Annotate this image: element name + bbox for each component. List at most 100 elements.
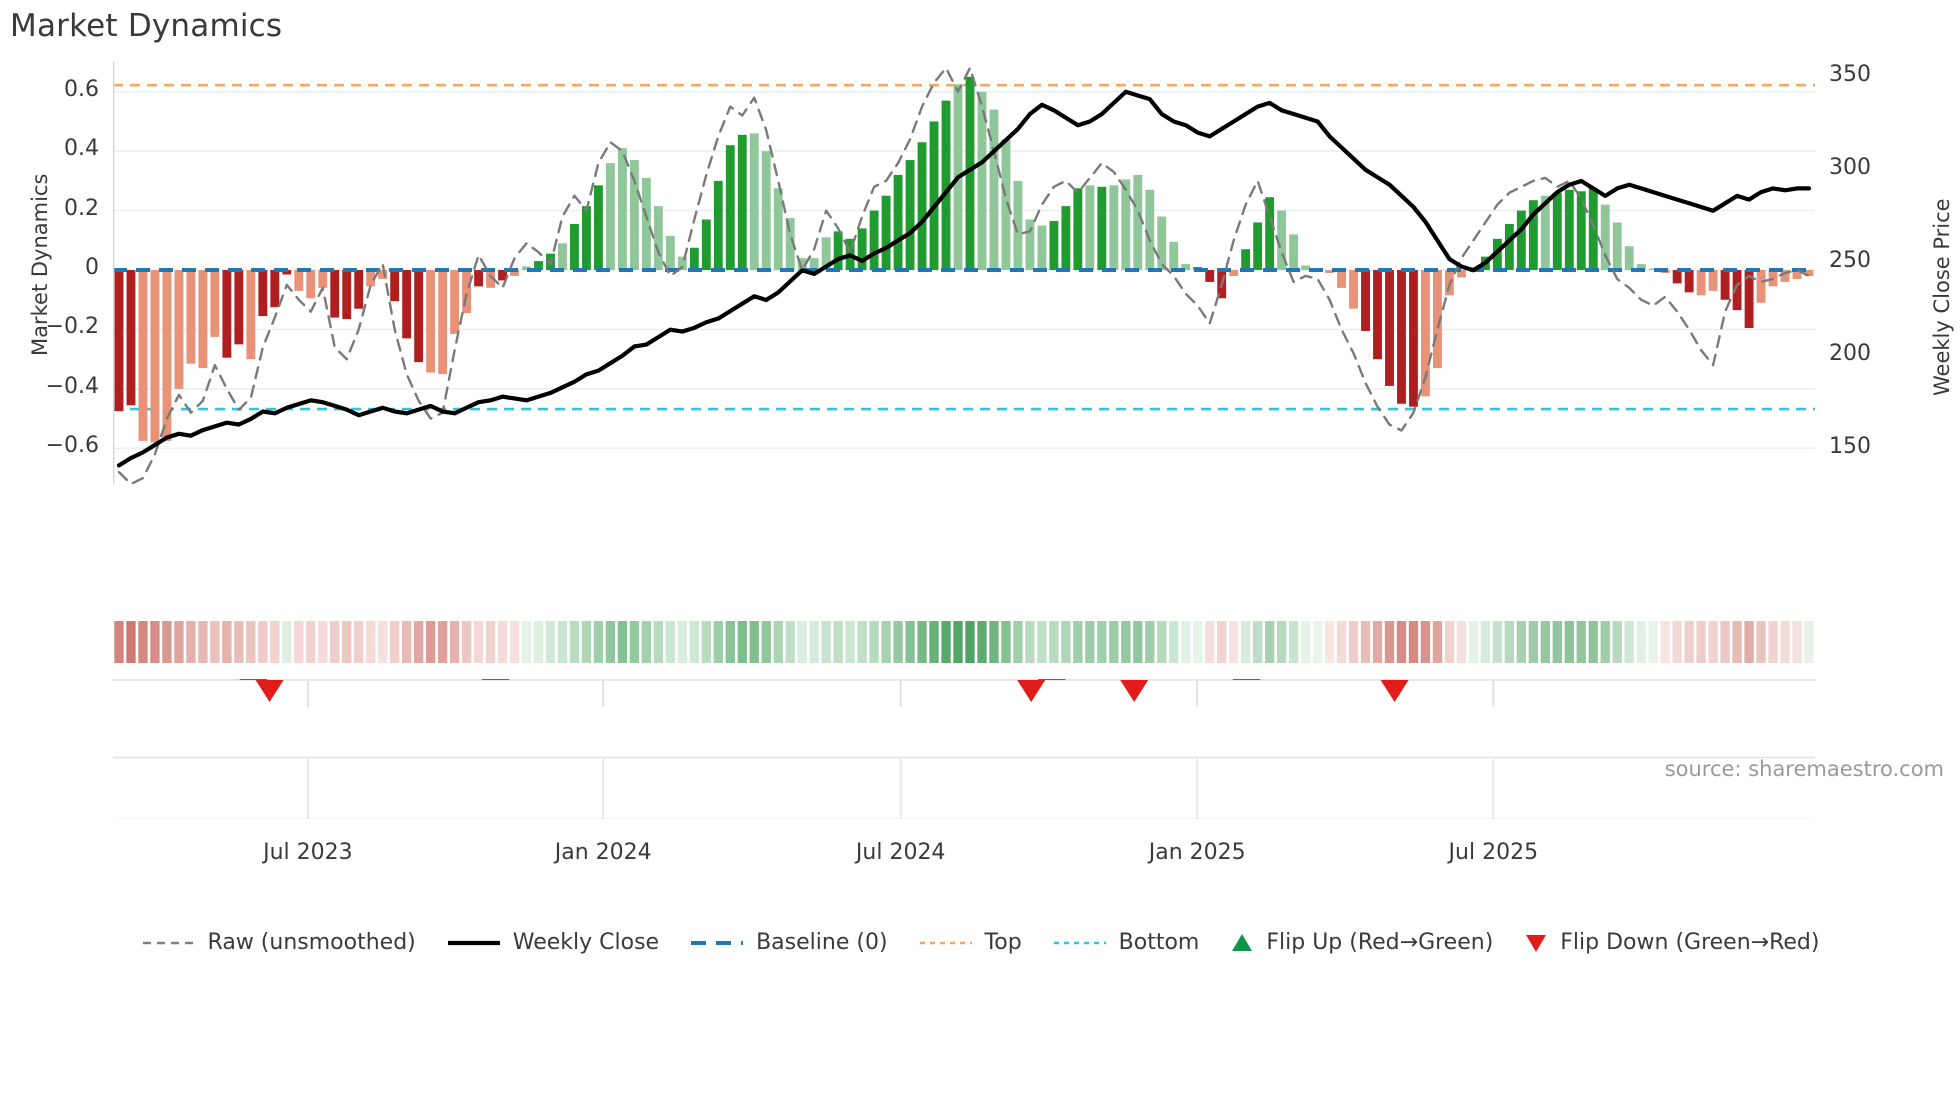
heat-strip-cell [1037, 621, 1047, 663]
heat-strip-cell [917, 621, 927, 663]
flip-up-marker[interactable] [1037, 658, 1066, 680]
heat-strip-cell [1384, 621, 1395, 663]
dynamics-bar [1540, 195, 1550, 271]
heat-strip-cell [1049, 621, 1059, 663]
dynamics-bar [522, 266, 531, 271]
y-tick-right: 200 [1829, 340, 1871, 366]
dynamics-bar [450, 270, 460, 334]
heat-strip-cell [989, 621, 999, 663]
dynamics-bar [246, 270, 256, 360]
flip-up-marker[interactable] [239, 658, 268, 680]
heat-strip-cell [1696, 621, 1706, 663]
dynamics-bar [1624, 246, 1634, 271]
dynamics-bar [1528, 200, 1538, 271]
heat-strip-cell [1756, 621, 1766, 663]
heat-strip-cell [1516, 621, 1527, 663]
heat-strip-cell [569, 621, 580, 663]
legend-item[interactable]: Flip Down (Green→Red) [1523, 930, 1819, 955]
heat-strip-cell [1684, 621, 1694, 663]
flip-down-marker[interactable] [1017, 680, 1046, 702]
heat-strip-cell [797, 621, 807, 663]
heat-strip-cell [1480, 621, 1491, 663]
dynamics-bar [282, 270, 292, 275]
heat-strip-cell [521, 621, 532, 663]
dynamics-bar [1265, 197, 1275, 271]
legend-item[interactable]: Weekly Close [446, 930, 659, 955]
dynamics-bar [114, 270, 124, 412]
heat-strip-cell [641, 621, 652, 663]
dynamics-bar [1588, 188, 1598, 271]
dynamics-bar [1696, 270, 1706, 296]
heat-strip-cell [1109, 621, 1119, 663]
dynamics-bar [821, 237, 831, 271]
dashed-line-icon [142, 941, 195, 944]
y-tick-right: 350 [1829, 61, 1871, 87]
heat-strip-cell [1528, 621, 1539, 663]
dynamics-bar [510, 270, 519, 276]
dynamics-bar [162, 270, 172, 441]
heat-strip-cell [222, 621, 232, 663]
dynamics-bar [773, 188, 783, 271]
weekly-close-line [116, 89, 1812, 468]
heat-strip-cell [1013, 621, 1023, 663]
heat-strip-cell [1408, 621, 1419, 663]
dynamics-bar [318, 270, 328, 288]
legend-item[interactable]: Raw (unsmoothed) [141, 930, 416, 955]
heat-strip-cell [306, 621, 316, 663]
heat-strip-cell [509, 621, 520, 663]
flip-down-marker[interactable] [1380, 680, 1409, 702]
heat-strip-cell [869, 621, 879, 663]
dynamics-bar [797, 258, 807, 271]
source-attribution: source: sharemaestro.com [1664, 757, 1944, 781]
heat-strip-cell [1157, 621, 1167, 663]
heat-strip-cell [1444, 621, 1455, 663]
flip-down-marker[interactable] [1120, 680, 1149, 702]
heat-strip-cell [1193, 621, 1203, 663]
dynamics-bar [258, 270, 268, 317]
heat-strip-cell [1360, 621, 1371, 663]
legend-item[interactable]: Flip Up (Red→Green) [1229, 930, 1493, 955]
dynamics-bar [1085, 185, 1095, 271]
dynamics-bar [833, 231, 843, 271]
heat-strip-cell [1588, 621, 1598, 663]
dynamics-bar [210, 270, 220, 337]
heat-strip-cell [1097, 621, 1107, 663]
heat-strip-cell [881, 621, 891, 663]
heat-strip-cell [1001, 621, 1011, 663]
dynamics-bar [605, 163, 615, 271]
heat-strip-cell [150, 621, 160, 663]
legend-item[interactable]: Top [918, 930, 1022, 955]
dynamics-bar [1121, 179, 1131, 271]
heat-strip-cell [1025, 621, 1035, 663]
dynamics-bar [653, 206, 663, 271]
dynamics-bar [1181, 264, 1191, 271]
heat-strip-cell [401, 621, 412, 663]
market-dynamics-chart [113, 62, 1815, 484]
heat-strip-cell [1217, 621, 1227, 663]
heat-strip-cell [1145, 621, 1155, 663]
heat-strip-cell [653, 621, 664, 663]
dynamics-bar [342, 270, 352, 320]
dynamics-bar [941, 100, 951, 271]
heat-strip-cell [809, 621, 819, 663]
dynamics-bar [186, 270, 196, 364]
dynamics-bar [426, 270, 436, 373]
y-tick-left: −0.4 [45, 373, 99, 399]
dynamics-bar [354, 270, 364, 309]
dynamics-bar [665, 235, 675, 271]
heat-strip-cell [845, 621, 855, 663]
heat-strip-cell [1660, 621, 1670, 663]
flip-up-marker[interactable] [481, 658, 510, 680]
dynamics-bar [1097, 186, 1107, 271]
dynamics-bar [294, 270, 304, 291]
heat-strip-cell [1372, 621, 1383, 663]
flip-down-marker[interactable] [255, 680, 284, 702]
flip-up-marker[interactable] [1232, 658, 1261, 680]
legend-item[interactable]: Bottom [1052, 930, 1199, 955]
dynamics-bar [1133, 174, 1143, 271]
dynamics-bar [713, 180, 723, 271]
legend-item[interactable]: Baseline (0) [689, 930, 888, 955]
heat-strip-cell [665, 621, 676, 663]
y-tick-left: 0 [85, 255, 99, 281]
heat-strip-cell [557, 621, 568, 663]
